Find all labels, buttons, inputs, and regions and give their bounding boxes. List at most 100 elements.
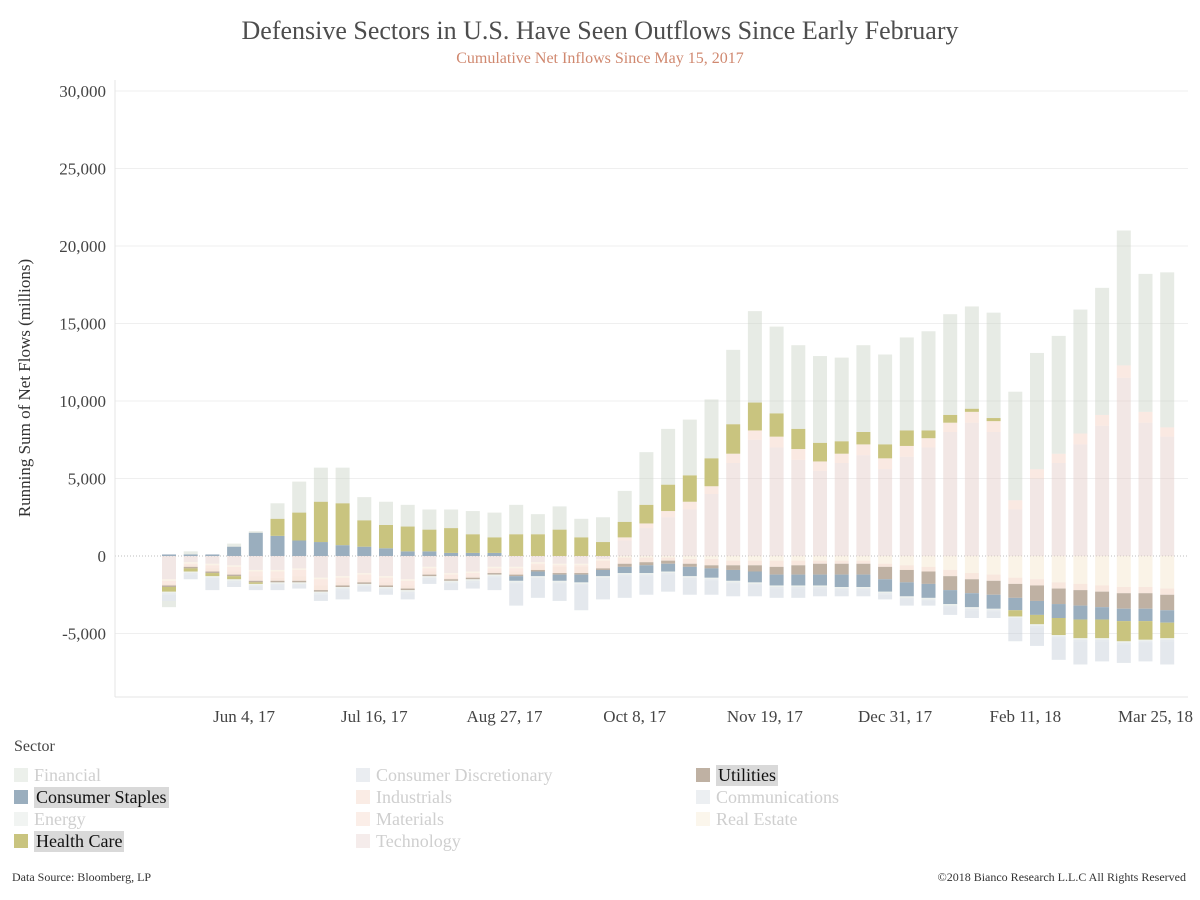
bar-segment-industrials: [248, 576, 263, 581]
bar-segment-consumer-discretionary: [422, 579, 437, 584]
data-source: Data Source: Bloomberg, LP: [12, 870, 152, 884]
bar-stack: [162, 554, 176, 608]
y-tick-label: 10,000: [59, 392, 106, 411]
bar-segment-industrials: [335, 582, 350, 586]
bar-segment-real-estate: [248, 569, 263, 572]
legend-item-utilities[interactable]: Utilities: [696, 764, 778, 786]
bar-segment-consumer-discretionary: [1160, 641, 1175, 665]
bar-segment-consumer-discretionary: [379, 590, 393, 595]
bar-segment-consumer-staples: [617, 566, 632, 574]
bar-segment-real-estate: [1138, 556, 1153, 587]
bar-segment-technology: [183, 556, 198, 563]
bar-segment-utilities: [270, 580, 285, 583]
legend-item-financial[interactable]: Financial: [14, 764, 101, 786]
bar-segment-consumer-staples: [1116, 608, 1131, 622]
bar-segment-energy: [791, 585, 806, 587]
bar-segment-consumer-discretionary: [769, 588, 784, 598]
bar-segment-consumer-staples: [400, 551, 415, 556]
bar-segment-financial: [162, 600, 176, 608]
bar-segment-energy: [292, 582, 307, 584]
bar-segment-financial: [726, 349, 741, 425]
bar-segment-consumer-staples: [1030, 600, 1044, 615]
bar-segment-utilities: [205, 571, 220, 574]
bar-segment-technology: [335, 556, 350, 577]
bar-stack: [227, 543, 242, 587]
bar-segment-consumer-discretionary: [726, 583, 741, 597]
legend: Sector Financial Consumer Discretionary Ut…: [14, 738, 1194, 852]
bar-segment-technology: [465, 556, 480, 572]
bar-segment-technology: [205, 556, 220, 564]
legend-item-communications[interactable]: Communications: [696, 786, 839, 808]
bar-segment-technology: [682, 509, 697, 556]
bar-segment-consumer-discretionary: [834, 590, 849, 597]
bar-segment-energy: [1051, 635, 1066, 637]
bar-stack: [596, 517, 610, 600]
bar-segment-utilities: [1008, 583, 1023, 598]
bar-segment-utilities: [791, 565, 806, 575]
bar-segment-health-care: [227, 576, 242, 580]
legend-item-energy[interactable]: Energy: [14, 808, 86, 830]
x-tick-label: Jul 16, 17: [341, 707, 408, 726]
legend-item-consumer-discretionary[interactable]: Consumer Discretionary: [356, 764, 552, 786]
bar-segment-consumer-staples: [292, 540, 307, 556]
bar-segment-industrials: [530, 565, 545, 570]
bar-segment-consumer-discretionary: [574, 585, 589, 611]
bar-stack: [747, 311, 762, 597]
bar-segment-technology: [899, 456, 914, 556]
bar-segment-utilities: [248, 580, 263, 583]
legend-item-real-estate[interactable]: Real Estate: [696, 808, 797, 830]
bar-segment-real-estate: [856, 556, 871, 561]
bar-stack: [1160, 272, 1175, 665]
bar-segment-consumer-discretionary: [1095, 641, 1110, 662]
bar-segment-financial: [465, 511, 480, 535]
bar-segment-real-estate: [552, 563, 567, 566]
bar-segment-consumer-staples: [509, 576, 524, 581]
bar-segment-real-estate: [943, 556, 958, 570]
legend-label: Technology: [376, 830, 461, 851]
x-tick-label: Feb 11, 18: [989, 707, 1061, 726]
legend-item-materials[interactable]: Materials: [356, 808, 444, 830]
bar-segment-consumer-staples: [465, 552, 480, 556]
bar-segment-communications: [1160, 639, 1175, 642]
bar-segment-materials: [270, 571, 285, 578]
bar-stack: [878, 354, 893, 600]
bar-segment-communications: [1008, 618, 1023, 620]
bar-stack: [487, 512, 502, 591]
legend-item-health-care[interactable]: Health Care: [14, 830, 125, 852]
bar-segment-health-care: [1008, 610, 1023, 617]
bar-segment-energy: [248, 583, 263, 586]
bar-segment-materials: [162, 580, 176, 584]
bar-segment-real-estate: [183, 562, 198, 564]
bar-segment-technology: [813, 470, 827, 556]
bar-segment-communications: [813, 587, 827, 589]
bar-segment-communications: [162, 593, 176, 595]
bar-segment-energy: [422, 576, 437, 578]
bar-segment-real-estate: [205, 563, 220, 566]
bar-stack: [1051, 335, 1066, 660]
bar-segment-materials: [487, 568, 502, 572]
bar-segment-energy: [899, 596, 914, 598]
bar-segment-energy: [574, 582, 589, 584]
bar-segment-health-care: [400, 526, 415, 552]
bar-segment-technology: [769, 447, 784, 556]
legend-item-industrials[interactable]: Industrials: [356, 786, 452, 808]
bar-segment-health-care: [1051, 618, 1066, 636]
bar-segment-energy: [1030, 624, 1044, 626]
x-tick-label: Nov 19, 17: [727, 707, 804, 726]
bar-segment-real-estate: [834, 556, 849, 561]
bar-segment-consumer-staples: [530, 571, 545, 577]
bar-segment-technology: [747, 439, 762, 556]
bar-segment-consumer-discretionary: [1073, 641, 1088, 665]
bar-segment-industrials: [813, 560, 827, 564]
bar-segment-materials: [248, 571, 263, 577]
bar-segment-financial: [682, 419, 697, 476]
legend-item-technology[interactable]: Technology: [356, 830, 461, 852]
bar-segment-materials: [726, 453, 741, 463]
bar-segment-industrials: [834, 560, 849, 564]
legend-item-consumer-staples[interactable]: Consumer Staples: [14, 786, 169, 808]
bar-segment-materials: [530, 563, 545, 566]
bar-stack: [292, 481, 307, 589]
bar-segment-energy: [986, 608, 1001, 611]
bar-segment-communications: [682, 577, 697, 580]
bar-segment-real-estate: [335, 576, 350, 578]
